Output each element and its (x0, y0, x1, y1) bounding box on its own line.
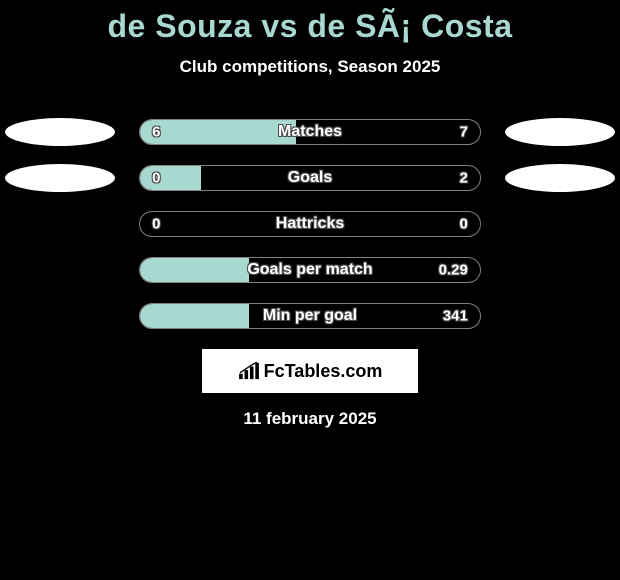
left-ellipse-col (0, 118, 119, 146)
player-left-ellipse (5, 118, 115, 146)
left-ellipse-col (0, 164, 119, 192)
stat-value-left: 6 (152, 124, 160, 141)
stat-value-right: 7 (459, 124, 467, 141)
logo-box: FcTables.com (202, 349, 418, 393)
bar-right-fill (201, 166, 480, 190)
player-right-ellipse (505, 164, 615, 192)
stat-bar: Hattricks 0 0 (139, 211, 481, 237)
stat-value-left: 0 (152, 170, 160, 187)
logo-text: FcTables.com (264, 361, 383, 382)
stat-label: Matches (278, 123, 342, 141)
stat-row: Matches 6 7 (0, 119, 620, 145)
page-title: de Souza vs de SÃ¡ Costa (0, 8, 620, 45)
stat-label: Goals per match (247, 261, 372, 279)
stat-value-right: 0 (459, 216, 467, 233)
stat-bar: Goals per match 0.29 (139, 257, 481, 283)
date-label: 11 february 2025 (0, 409, 620, 429)
stat-bar: Goals 0 2 (139, 165, 481, 191)
bar-left-fill (140, 304, 249, 328)
stat-value-right: 341 (443, 308, 468, 325)
bar-chart-icon (238, 362, 260, 380)
stat-label: Hattricks (276, 215, 344, 233)
bar-left-fill (140, 166, 201, 190)
comparison-infographic: de Souza vs de SÃ¡ Costa Club competitio… (0, 0, 620, 429)
stat-label: Goals (288, 169, 332, 187)
stat-row: Goals 0 2 (0, 165, 620, 191)
stat-row: Hattricks 0 0 (0, 211, 620, 237)
player-right-ellipse (505, 118, 615, 146)
stat-bar: Min per goal 341 (139, 303, 481, 329)
stat-value-right: 0.29 (439, 262, 468, 279)
subtitle: Club competitions, Season 2025 (0, 57, 620, 77)
player-left-ellipse (5, 164, 115, 192)
right-ellipse-col (501, 118, 620, 146)
bar-left-fill (140, 258, 249, 282)
bar-left-fill (140, 120, 296, 144)
stat-value-right: 2 (459, 170, 467, 187)
stat-row: Goals per match 0.29 (0, 257, 620, 283)
stats-list: Matches 6 7 Goals 0 2 Hattricks 0 0 Goals per mat… (0, 119, 620, 329)
stat-row: Min per goal 341 (0, 303, 620, 329)
right-ellipse-col (501, 164, 620, 192)
stat-value-left: 0 (152, 216, 160, 233)
stat-bar: Matches 6 7 (139, 119, 481, 145)
stat-label: Min per goal (263, 307, 357, 325)
